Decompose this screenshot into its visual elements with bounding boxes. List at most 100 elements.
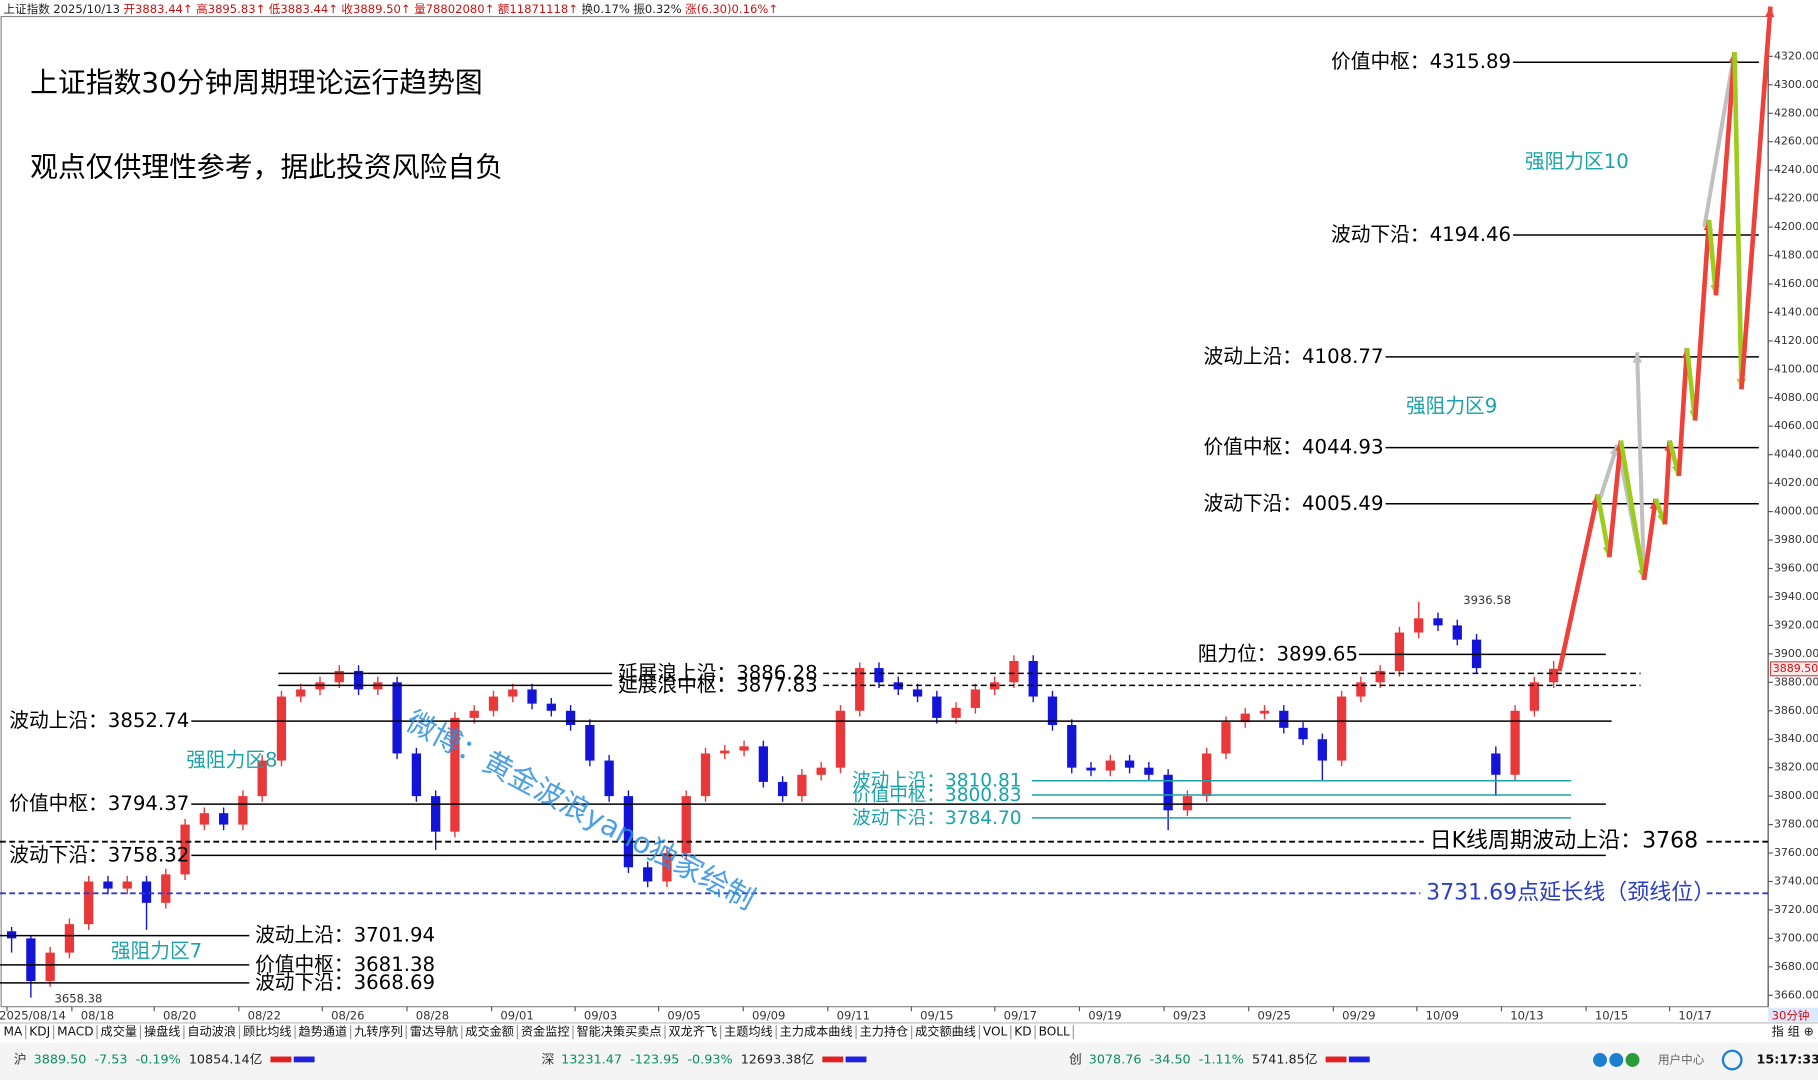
level-value: 3800.83 bbox=[945, 784, 1022, 805]
candle-body bbox=[681, 796, 691, 854]
arrow-head bbox=[1765, 6, 1775, 18]
indicator-tab[interactable]: 主题均线 bbox=[724, 1025, 773, 1039]
level-name: 波动下沿： bbox=[255, 970, 354, 993]
down-bar bbox=[1348, 1056, 1370, 1063]
y-tick-label: 4140.00 bbox=[1774, 305, 1818, 318]
status-icon[interactable] bbox=[1609, 1053, 1624, 1067]
y-tick-label: 4000.00 bbox=[1774, 505, 1818, 518]
indicator-tab[interactable]: MACD bbox=[57, 1025, 93, 1039]
candle-body bbox=[180, 824, 190, 875]
indicator-tab[interactable]: BOLL bbox=[1039, 1025, 1070, 1039]
indicator-tab[interactable]: 自动波浪 bbox=[187, 1024, 236, 1039]
status-icon[interactable] bbox=[1593, 1053, 1607, 1067]
down-bar bbox=[293, 1056, 315, 1063]
projection-arrow bbox=[1662, 440, 1672, 525]
candle-body bbox=[643, 867, 653, 882]
level-name: 延展浪上沿： bbox=[618, 661, 736, 684]
level-name: 波动下沿： bbox=[1203, 491, 1302, 514]
candle-body bbox=[623, 796, 634, 868]
level-name: 价值中枢： bbox=[1203, 435, 1302, 458]
projection-arrow bbox=[1732, 52, 1744, 390]
header-item: 低3883.44↑ bbox=[269, 2, 338, 16]
candle-body bbox=[218, 813, 229, 825]
indicator-tab[interactable]: 成交金额 bbox=[465, 1024, 514, 1039]
level-label: 波动下沿：4005.49 bbox=[1203, 491, 1383, 514]
y-tick-label: 4280.00 bbox=[1774, 106, 1818, 119]
level-value: 3681.38 bbox=[354, 952, 435, 975]
x-tick-label: 08/20 bbox=[163, 1008, 196, 1022]
market-name: 沪 bbox=[14, 1053, 27, 1068]
level-value: 3701.94 bbox=[354, 923, 435, 946]
toolbar-right[interactable]: 指 组 ⊕ bbox=[1772, 1024, 1814, 1039]
candle-body bbox=[855, 668, 865, 711]
candle-body bbox=[1549, 668, 1559, 683]
candle-body bbox=[1259, 710, 1270, 714]
level-name: 阻力位： bbox=[1198, 642, 1277, 665]
indicator-tab[interactable]: 成交额曲线 bbox=[915, 1024, 976, 1039]
indicator-tab[interactable]: VOL bbox=[983, 1025, 1008, 1039]
indicator-tab[interactable]: 主力持仓 bbox=[860, 1024, 909, 1039]
market-amount: 12693.38亿 bbox=[741, 1053, 815, 1068]
candle-body bbox=[1317, 739, 1327, 761]
down-bar bbox=[845, 1056, 867, 1063]
level-value: 4044.93 bbox=[1302, 435, 1383, 458]
candle-body bbox=[238, 796, 248, 825]
candle-body bbox=[700, 753, 711, 797]
candle-body bbox=[257, 760, 267, 797]
indicator-tab[interactable]: 双龙齐飞 bbox=[669, 1024, 718, 1039]
candle-body bbox=[835, 710, 846, 768]
indicator-tab[interactable]: 九转序列 bbox=[354, 1024, 403, 1039]
candle-body bbox=[932, 696, 942, 718]
candle-body bbox=[1414, 618, 1424, 633]
indicator-tab[interactable]: 操盘线 bbox=[144, 1024, 180, 1039]
user-center[interactable]: 用户中心 bbox=[1658, 1053, 1705, 1067]
projection-arrow bbox=[1692, 219, 1712, 421]
zone-label: 强阻力区9 bbox=[1406, 395, 1497, 418]
market-amount: 5741.85亿 bbox=[1252, 1053, 1317, 1068]
candle-body bbox=[546, 703, 556, 711]
header-item: 收3889.50↑ bbox=[341, 2, 410, 16]
candle-body bbox=[1336, 696, 1347, 761]
y-tick-label: 3660.00 bbox=[1774, 988, 1818, 1001]
header-item: 涨(6.30)0.16%↑ bbox=[685, 2, 778, 16]
y-tick-label: 4320.00 bbox=[1774, 49, 1818, 62]
indicator-tab[interactable]: 成交量 bbox=[101, 1024, 137, 1039]
candle-body bbox=[1529, 682, 1540, 711]
candle-body bbox=[1298, 727, 1308, 740]
candle-body bbox=[1047, 696, 1058, 725]
level-name: 波动下沿： bbox=[1331, 222, 1430, 245]
clock: 15:17:33 bbox=[1757, 1053, 1818, 1068]
chart-subtitle: 观点仅供理性参考，据此投资风险自负 bbox=[30, 150, 503, 183]
level-label: 波动上沿：4108.77 bbox=[1203, 344, 1383, 367]
indicator-tab[interactable]: 资金监控 bbox=[521, 1024, 570, 1039]
indicator-tab[interactable]: 主力成本曲线 bbox=[780, 1025, 853, 1039]
y-tick-label: 3960.00 bbox=[1774, 561, 1818, 574]
candle-body bbox=[141, 881, 152, 903]
candle-body bbox=[662, 853, 672, 882]
level-value: 4194.46 bbox=[1430, 222, 1511, 245]
x-tick-label: 2025/08/14 bbox=[0, 1008, 66, 1022]
indicator-tab[interactable]: 顾比均线 bbox=[243, 1025, 292, 1039]
y-tick-label: 3780.00 bbox=[1774, 818, 1818, 831]
x-tick-label: 09/15 bbox=[920, 1008, 953, 1022]
indicator-tab[interactable]: 雷达导航 bbox=[410, 1024, 459, 1039]
indicator-tab[interactable]: KD bbox=[1014, 1025, 1031, 1039]
status-icon[interactable] bbox=[1625, 1053, 1640, 1067]
level-label: 价值中枢：3681.38 bbox=[255, 952, 435, 975]
level-value: 3731.69 bbox=[1426, 880, 1517, 905]
candle-body bbox=[1356, 682, 1366, 697]
y-tick-label: 3920.00 bbox=[1774, 618, 1818, 631]
y-tick-label: 3720.00 bbox=[1774, 903, 1818, 916]
indicator-tab[interactable]: KDJ bbox=[29, 1025, 50, 1039]
level-value: 3768 bbox=[1642, 829, 1698, 854]
x-tick-label: 08/26 bbox=[331, 1008, 364, 1022]
indicator-tab[interactable]: 智能决策买卖点 bbox=[576, 1024, 661, 1039]
candle-body bbox=[1182, 796, 1193, 811]
level-value: 3758.32 bbox=[108, 843, 189, 866]
level-value: 3784.70 bbox=[945, 807, 1022, 828]
candle-body bbox=[874, 668, 884, 683]
indicator-tab[interactable]: 趋势通道 bbox=[299, 1025, 348, 1039]
y-tick-label: 3940.00 bbox=[1774, 590, 1818, 603]
indicator-tab[interactable]: MA bbox=[3, 1025, 22, 1039]
x-tick-label: 09/17 bbox=[1004, 1008, 1037, 1022]
